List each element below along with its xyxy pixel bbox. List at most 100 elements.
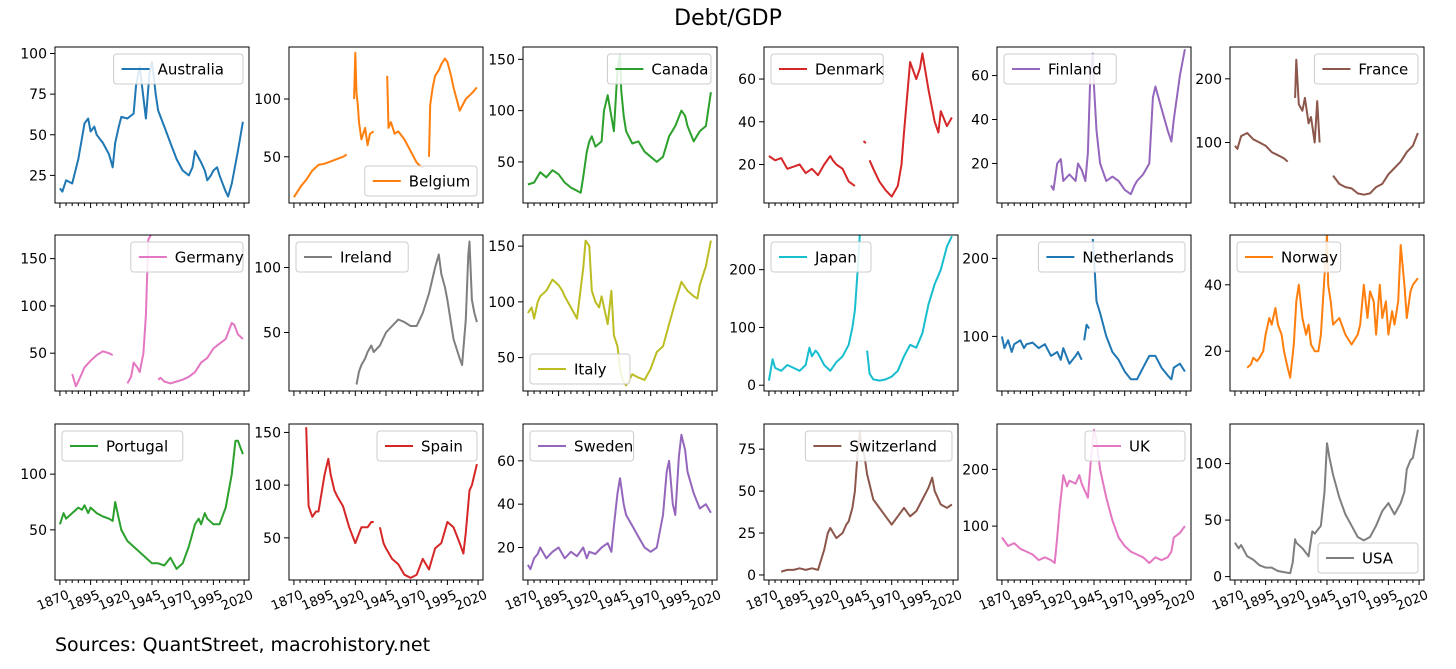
legend-box [804, 430, 953, 462]
legend-australia: Australia [113, 53, 244, 85]
legend-label: UK [1129, 438, 1151, 456]
legend-italy: Italy [529, 353, 631, 385]
series-line-germany [71, 350, 114, 388]
y-tick-label: 75 [738, 442, 756, 458]
legend-netherlands: Netherlands [1037, 241, 1186, 273]
y-tick-label: 100 [1195, 136, 1222, 152]
panel-portugal: 501001870189519201945197019952020Portuga… [20, 423, 256, 614]
series-line-belgium [293, 153, 348, 198]
panel-australia: 25 50 75 100 Australia [20, 46, 250, 208]
y-tick-label: 100 [962, 329, 989, 345]
y-tick-label: 200 [962, 251, 989, 267]
panel-denmark: 20 40 60 Denmark [738, 46, 959, 208]
y-tick-label: 100 [254, 261, 281, 277]
y-tick-label: 20 [738, 158, 756, 174]
legend-label: Australia [158, 61, 224, 79]
series-line-netherlands [1091, 238, 1186, 381]
y-tick-label: 100 [20, 47, 47, 63]
y-tick-label: 25 [29, 168, 47, 184]
legend-box [1037, 241, 1186, 273]
legend-box [295, 241, 409, 273]
panel-france: 100 200 France [1195, 46, 1425, 208]
legend-label: Japan [814, 249, 857, 267]
legend-box [606, 53, 712, 85]
series-line-netherlands [1083, 323, 1090, 341]
y-tick-label: 200 [1195, 72, 1222, 88]
series-line-spain [305, 427, 374, 545]
legend-box [529, 430, 635, 462]
series-line-italy [527, 239, 712, 387]
y-tick-label: 100 [962, 519, 989, 535]
legend-label: France [1358, 61, 1408, 79]
legend-label: Ireland [340, 249, 392, 267]
figure-title: Debt/GDP [674, 6, 782, 31]
y-tick-label: 50 [263, 531, 281, 547]
legend-box [376, 430, 478, 462]
legend-japan: Japan [770, 241, 872, 273]
series-line-ireland [355, 240, 478, 385]
legend-label: Switzerland [849, 438, 937, 456]
y-tick-label: 25 [738, 526, 756, 542]
y-tick-label: 20 [497, 541, 515, 557]
y-tick-label: 50 [497, 351, 515, 367]
panel-ireland: 50 100 Ireland [254, 234, 484, 396]
panel-belgium: 50 100 Belgium [254, 46, 484, 208]
y-tick-label: 100 [729, 320, 756, 336]
legend-label: Italy [574, 361, 607, 379]
y-tick-label: 40 [738, 115, 756, 131]
y-tick-label: 100 [254, 92, 281, 108]
series-line-spain [378, 463, 478, 579]
series-line-denmark [768, 155, 856, 187]
legend-belgium: Belgium [364, 165, 478, 197]
y-tick-label: 0 [747, 378, 756, 394]
x-tick-label: 2020 [928, 588, 964, 614]
series-line-france [1234, 132, 1289, 163]
legend-canada: Canada [606, 53, 712, 85]
legend-ireland: Ireland [295, 241, 409, 273]
series-line-finland [1050, 49, 1186, 196]
series-line-belgium [428, 57, 478, 157]
legend-france: France [1313, 53, 1419, 85]
x-tick-label: 2020 [687, 588, 723, 614]
legend-box [1236, 241, 1342, 273]
y-tick-label: 50 [738, 484, 756, 500]
legend-label: Finland [1048, 61, 1102, 79]
series-line-france [1294, 58, 1321, 144]
legend-portugal: Portugal [61, 430, 184, 462]
x-tick-label: 2020 [1161, 588, 1197, 614]
y-tick-label: 100 [20, 299, 47, 315]
y-tick-label: 50 [263, 150, 281, 166]
y-tick-label: 50 [29, 523, 47, 539]
legend-box [364, 165, 478, 197]
legend-box [61, 430, 184, 462]
y-tick-label: 50 [497, 155, 515, 171]
y-tick-label: 20 [971, 156, 989, 172]
y-tick-label: 50 [1204, 513, 1222, 529]
x-tick-label: 2020 [1394, 588, 1430, 614]
legend-spain: Spain [376, 430, 478, 462]
legend-label: Netherlands [1082, 249, 1174, 267]
series-line-netherlands [1000, 336, 1083, 365]
legend-box [1003, 53, 1117, 85]
legend-denmark: Denmark [770, 53, 884, 85]
legend-uk: UK [1084, 430, 1186, 462]
y-tick-label: 150 [488, 52, 515, 68]
legend-finland: Finland [1003, 53, 1117, 85]
legend-label: Portugal [106, 438, 168, 456]
legend-label: USA [1362, 550, 1394, 568]
panel-italy: 50 100 150 Italy [488, 234, 718, 396]
y-tick-label: 50 [263, 326, 281, 342]
series-line-usa [1234, 429, 1419, 575]
panel-switzerland: 02550751870189519201945197019952020Switz… [738, 423, 965, 614]
y-tick-label: 150 [20, 252, 47, 268]
legend-switzerland: Switzerland [804, 430, 953, 462]
y-tick-label: 200 [729, 263, 756, 279]
legend-usa: USA [1317, 542, 1419, 574]
y-tick-label: 200 [962, 462, 989, 478]
legend-label: Spain [421, 438, 463, 456]
y-tick-label: 40 [497, 497, 515, 513]
legend-box [1317, 542, 1419, 574]
series-line-portugal [58, 439, 244, 570]
series-line-belgium [386, 75, 424, 170]
